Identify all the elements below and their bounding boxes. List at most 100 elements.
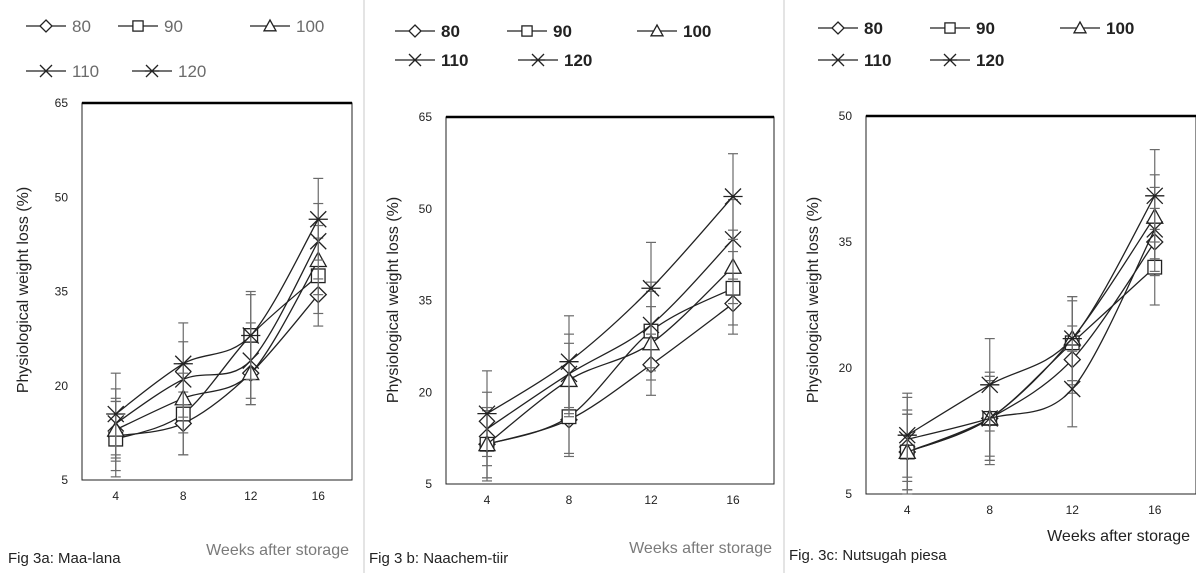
series-line	[907, 241, 1156, 453]
series-110	[107, 202, 327, 459]
series-120	[897, 149, 1165, 478]
series-90	[899, 228, 1163, 495]
legend-label: 110	[441, 51, 468, 70]
data-point	[559, 353, 579, 371]
x-axis-label: Weeks after storage	[206, 542, 349, 559]
legend-label: 80	[72, 17, 91, 36]
y-tick-label: 5	[61, 473, 68, 487]
y-tick-label: 50	[839, 109, 853, 123]
data-point	[897, 426, 917, 444]
legend: 80 90 100 110 120	[26, 17, 324, 81]
legend-label: 100	[683, 22, 711, 41]
legend-item-100: 100	[637, 22, 711, 41]
series-line	[907, 229, 1156, 441]
x-tick-label: 16	[1148, 503, 1162, 517]
legend-marker	[408, 53, 422, 67]
series-100	[477, 229, 743, 479]
legend-item-120: 120	[132, 62, 206, 81]
figure-caption: Fig 3 b: Naachem-tiir	[369, 550, 508, 567]
y-tick-label: 50	[55, 190, 69, 204]
legend-label: 120	[178, 62, 206, 81]
y-tick-label: 20	[55, 379, 69, 393]
y-tick-label: 50	[419, 202, 433, 216]
data-point	[1062, 330, 1082, 348]
legend-label: 80	[441, 22, 460, 41]
series-line	[115, 259, 319, 431]
x-tick-label: 16	[726, 493, 740, 507]
legend-marker	[132, 20, 144, 32]
data-point	[1145, 187, 1165, 205]
x-tick-label: 12	[244, 489, 258, 503]
series-110	[478, 198, 742, 467]
legend-label: 110	[864, 51, 891, 70]
legend-marker	[39, 64, 53, 78]
y-tick-label: 35	[419, 294, 433, 308]
plot-area	[81, 102, 353, 481]
chart-panel-1: 5 20 35 50 65 4 8 12 16 Physiological weight loss…	[8, 17, 353, 567]
legend-item-90: 90	[507, 22, 572, 41]
y-tick-label: 20	[839, 361, 853, 375]
series-100	[898, 174, 1164, 491]
y-tick-label: 65	[55, 96, 69, 110]
series-line	[907, 216, 1156, 453]
data-point	[477, 405, 497, 423]
x-axis-label: Weeks after storage	[629, 540, 772, 557]
legend-marker	[831, 53, 845, 67]
x-tick-label: 4	[112, 489, 119, 503]
data-point	[106, 405, 126, 423]
x-tick-label: 4	[484, 493, 491, 507]
legend-marker	[649, 23, 665, 37]
y-axis-label: Physiological weight loss (%)	[385, 197, 402, 403]
legend-marker	[942, 53, 958, 67]
data-point	[641, 279, 661, 297]
legend-label: 100	[296, 17, 324, 36]
legend-item-120: 120	[518, 51, 592, 70]
series-80	[898, 207, 1164, 491]
series-line	[486, 266, 734, 445]
legend-marker	[521, 25, 533, 37]
series-120	[106, 177, 328, 456]
chart-panel-2: 5 20 35 50 65 4 8 12 16 Physiological weight loss…	[363, 0, 775, 573]
series-line	[906, 195, 1156, 436]
x-tick-label: 8	[566, 493, 573, 507]
legend-item-90: 90	[930, 19, 995, 38]
series-100	[106, 224, 328, 462]
y-tick-label: 35	[839, 235, 853, 249]
y-tick-label: 35	[55, 285, 69, 299]
plot-area	[445, 116, 775, 485]
series-90	[479, 250, 741, 482]
series-line	[115, 294, 319, 437]
legend-item-80: 80	[818, 19, 883, 38]
legend-item-120: 120	[930, 51, 1004, 70]
data-point	[1063, 380, 1081, 398]
legend-label: 100	[1106, 19, 1134, 38]
legend-item-90: 90	[118, 17, 183, 36]
y-tick-label: 5	[845, 487, 852, 501]
legend-marker	[1072, 20, 1088, 34]
y-tick-label: 5	[425, 477, 432, 491]
legend: 80 90 100 110 120	[818, 19, 1134, 70]
series-line	[486, 287, 734, 445]
chart-panel-3: 5 20 35 50 4 8 12 16 Physiological weight loss (…	[783, 0, 1196, 573]
series-90	[108, 237, 326, 478]
legend-label: 80	[864, 19, 883, 38]
x-tick-label: 8	[180, 489, 187, 503]
data-point	[308, 210, 328, 228]
legend-marker	[144, 64, 160, 78]
x-axis-label: Weeks after storage	[1047, 528, 1190, 545]
legend-item-80: 80	[395, 22, 460, 41]
x-tick-label: 8	[986, 503, 993, 517]
legend-item-100: 100	[250, 17, 324, 36]
data-point	[980, 376, 1000, 394]
series-120	[477, 153, 743, 458]
legend-marker	[408, 24, 422, 38]
series-line	[486, 196, 734, 415]
series-line	[115, 240, 319, 424]
legend-label: 90	[553, 22, 572, 41]
legend-label: 90	[164, 17, 183, 36]
y-tick-label: 20	[419, 385, 433, 399]
figure-caption: Fig 3a: Maa-lana	[8, 550, 121, 567]
data-point	[723, 188, 743, 205]
series-line	[907, 266, 1156, 453]
